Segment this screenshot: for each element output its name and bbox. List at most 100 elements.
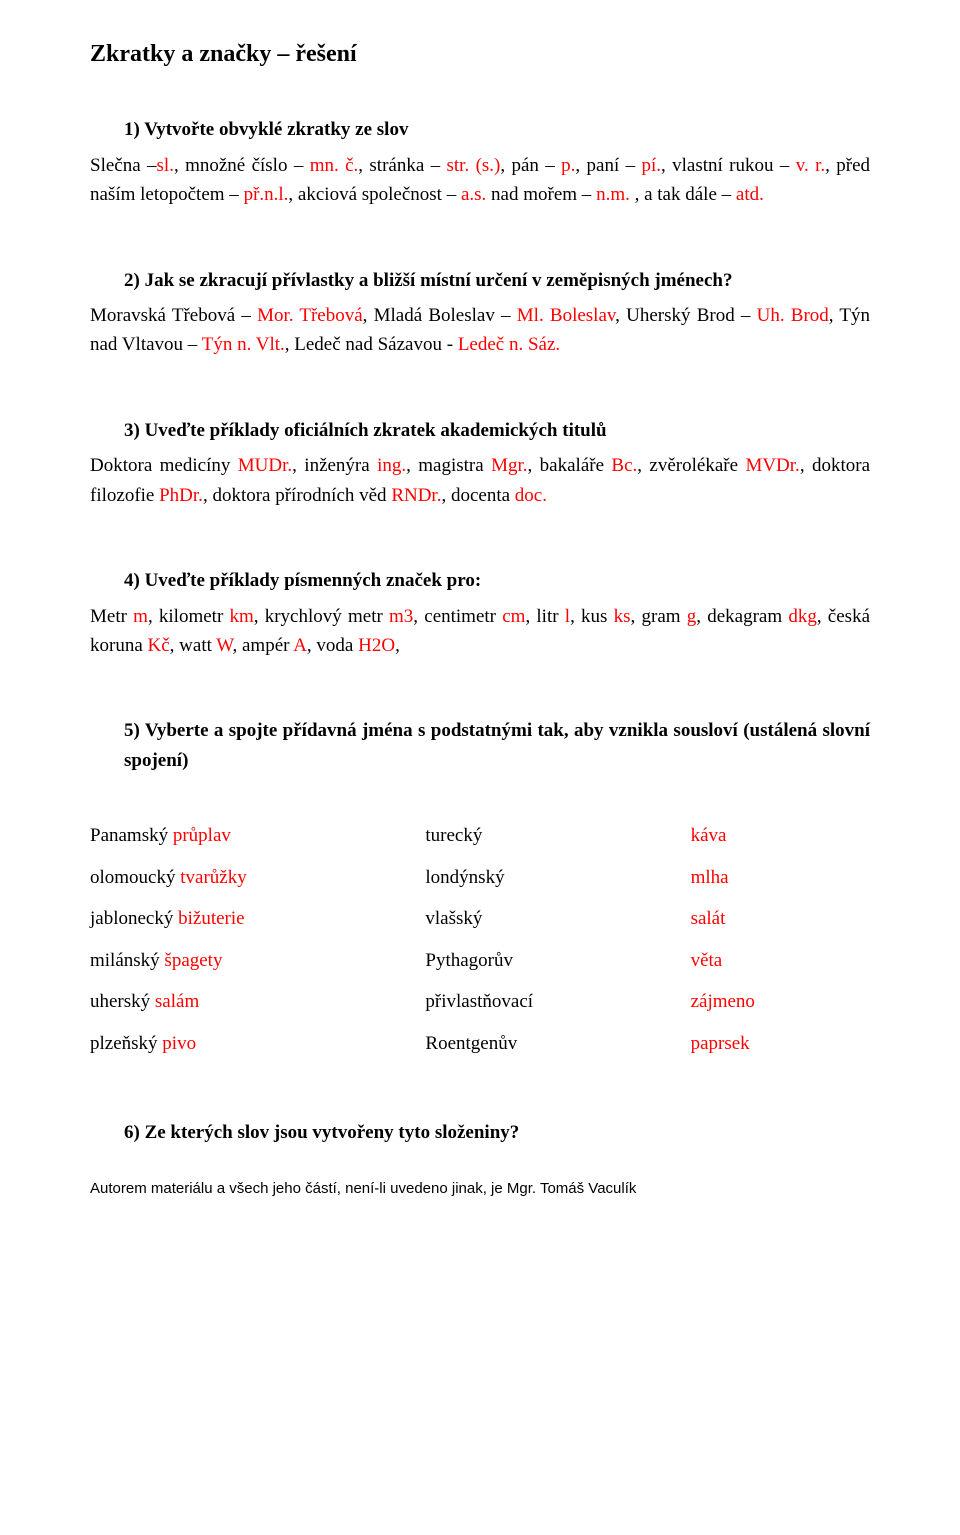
q1-r: mn. č. xyxy=(310,155,359,176)
table-row: plzeňský pivoRoentgenůvpaprsek xyxy=(90,1023,870,1064)
q2-t: , Mladá Boleslav – xyxy=(363,305,517,326)
q1-t: nad mořem – xyxy=(486,184,596,205)
q5-col2: vlašský xyxy=(425,898,690,939)
q4-t: Metr xyxy=(90,606,133,627)
q5-noun-red: pivo xyxy=(162,1033,196,1054)
q3-t: Doktora medicíny xyxy=(90,455,238,476)
q3-r: MUDr. xyxy=(238,455,292,476)
q1-r: p. xyxy=(561,155,575,176)
q5-col3: paprsek xyxy=(691,1023,870,1064)
q3-t: , zvěrolékaře xyxy=(637,455,745,476)
q1-t: , množné číslo – xyxy=(174,155,310,176)
q2-r: Mor. Třebová xyxy=(257,305,363,326)
q1-heading: 1) Vytvořte obvyklé zkratky ze slov xyxy=(124,115,870,144)
q5-col2: Roentgenův xyxy=(425,1023,690,1064)
q5-noun-red: špagety xyxy=(164,950,222,971)
q3-r: PhDr. xyxy=(159,485,203,506)
q5-heading: 5) Vyberte a spojte přídavná jména s pod… xyxy=(124,716,870,775)
q2-r: Ml. Boleslav xyxy=(517,305,615,326)
q4-r: W xyxy=(216,635,232,656)
q3-r: doc. xyxy=(515,485,547,506)
q3-r: Mgr. xyxy=(491,455,527,476)
q5-col3: mlha xyxy=(691,857,870,898)
q4-heading: 4) Uveďte příklady písmenných značek pro… xyxy=(124,566,870,595)
q5-adj: olomoucký xyxy=(90,867,180,888)
q5-col1: jablonecký bižuterie xyxy=(90,898,425,939)
q3-t: , bakaláře xyxy=(528,455,612,476)
q3-t: , doktora přírodních věd xyxy=(203,485,391,506)
q4-t: , gram xyxy=(631,606,687,627)
q5-adj: jablonecký xyxy=(90,908,178,929)
q5-noun-red: tvarůžky xyxy=(180,867,246,888)
q1-t: , stránka – xyxy=(358,155,446,176)
q4-t: , kilometr xyxy=(148,606,230,627)
q4-t: , litr xyxy=(525,606,564,627)
q3-body: Doktora medicíny MUDr., inženýra ing., m… xyxy=(90,451,870,510)
q4-t: , centimetr xyxy=(413,606,502,627)
q4-t: , dekagram xyxy=(696,606,788,627)
q4-r: cm xyxy=(502,606,525,627)
q4-r: km xyxy=(229,606,253,627)
q1-t: , pán – xyxy=(500,155,561,176)
q1-t: Slečna – xyxy=(90,155,157,176)
table-row: Panamský průplavtureckýkáva xyxy=(90,815,870,856)
q1-r: n.m. xyxy=(596,184,630,205)
q4-r: m3 xyxy=(389,606,413,627)
q5-col3: zájmeno xyxy=(691,981,870,1022)
q6-heading: 6) Ze kterých slov jsou vytvořeny tyto s… xyxy=(124,1118,870,1147)
q1-r: pí. xyxy=(641,155,661,176)
q5-table: Panamský průplavtureckýkávaolomoucký tva… xyxy=(90,815,870,1064)
q5-adj: Panamský xyxy=(90,825,173,846)
q2-body: Moravská Třebová – Mor. Třebová, Mladá B… xyxy=(90,301,870,360)
q5-col1: milánský špagety xyxy=(90,940,425,981)
q4-t: , xyxy=(395,635,400,656)
q4-r: Kč xyxy=(148,635,170,656)
q2-heading: 2) Jak se zkracují přívlastky a bližší m… xyxy=(124,266,870,295)
table-row: jablonecký bižuterievlašskýsalát xyxy=(90,898,870,939)
q5-col1: plzeňský pivo xyxy=(90,1023,425,1064)
q4-t: , ampér xyxy=(233,635,294,656)
q3-t: , inženýra xyxy=(292,455,377,476)
table-row: uherský salámpřivlastňovacízájmeno xyxy=(90,981,870,1022)
q4-t: , kus xyxy=(570,606,614,627)
q4-r: H2O xyxy=(358,635,395,656)
q5-col3: věta xyxy=(691,940,870,981)
q1-t: , akciová společnost – xyxy=(288,184,461,205)
q4-t: , watt xyxy=(170,635,217,656)
q2-r: Ledeč n. Sáz. xyxy=(458,334,560,355)
q5-col1: uherský salám xyxy=(90,981,425,1022)
q1-r: a.s. xyxy=(461,184,486,205)
q3-r: MVDr. xyxy=(745,455,799,476)
footer-text: Autorem materiálu a všech jeho částí, ne… xyxy=(90,1177,870,1200)
q4-r: dkg xyxy=(788,606,817,627)
q5-adj: uherský xyxy=(90,991,155,1012)
q1-r: str. (s.) xyxy=(447,155,501,176)
q5-col3: káva xyxy=(691,815,870,856)
table-row: milánský špagetyPythagorůvvěta xyxy=(90,940,870,981)
q5-adj: plzeňský xyxy=(90,1033,162,1054)
q5-col1: olomoucký tvarůžky xyxy=(90,857,425,898)
q4-r: ks xyxy=(614,606,631,627)
q5-col3: salát xyxy=(691,898,870,939)
q1-t: , vlastní rukou – xyxy=(661,155,796,176)
q4-t: , voda xyxy=(307,635,358,656)
q5-col2: turecký xyxy=(425,815,690,856)
q1-r: sl. xyxy=(157,155,174,176)
q5-col1: Panamský průplav xyxy=(90,815,425,856)
q4-r: g xyxy=(687,606,697,627)
q1-r: př.n.l. xyxy=(244,184,289,205)
q4-r: A xyxy=(293,635,307,656)
q5-adj: milánský xyxy=(90,950,164,971)
q2-r: Uh. Brod xyxy=(757,305,829,326)
q2-r: Týn n. Vlt. xyxy=(202,334,285,355)
q2-t: , Ledeč nad Sázavou - xyxy=(285,334,458,355)
q1-t: , a tak dále – xyxy=(630,184,736,205)
q5-col2: přivlastňovací xyxy=(425,981,690,1022)
q5-col2: Pythagorův xyxy=(425,940,690,981)
q1-r: atd. xyxy=(736,184,764,205)
q3-t: , magistra xyxy=(406,455,491,476)
q1-body: Slečna –sl., množné číslo – mn. č., strá… xyxy=(90,151,870,210)
q4-body: Metr m, kilometr km, krychlový metr m3, … xyxy=(90,602,870,661)
q2-t: Moravská Třebová – xyxy=(90,305,257,326)
q3-r: RNDr. xyxy=(391,485,441,506)
